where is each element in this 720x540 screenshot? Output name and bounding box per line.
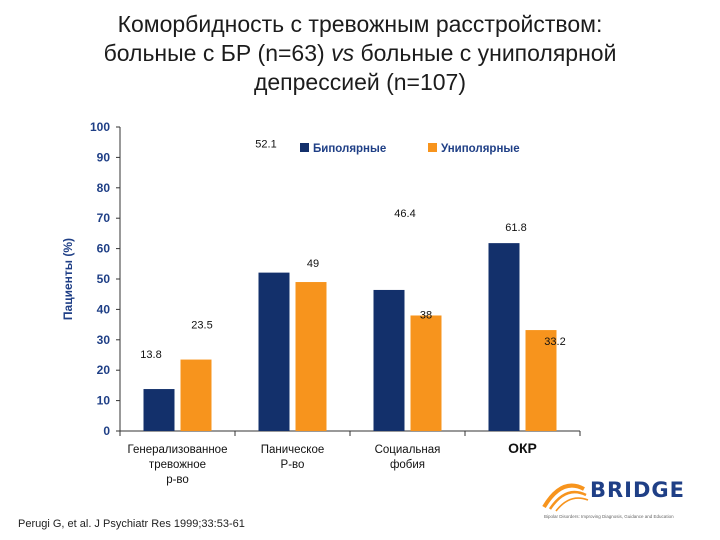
y-tick-label: 10 bbox=[97, 394, 111, 408]
bridge-logo: BRIDGE Bipolar Disorders: Improving Diag… bbox=[540, 475, 712, 533]
x-category-label: р-во bbox=[166, 474, 189, 486]
bridge-arch-icon bbox=[542, 483, 589, 512]
title-line-2-start: больные с БР (n=63) bbox=[103, 40, 332, 66]
y-tick-label: 40 bbox=[97, 302, 111, 316]
y-tick-label: 90 bbox=[97, 150, 111, 164]
bar-bipolar bbox=[373, 289, 405, 431]
x-category-label: Генерализованное bbox=[128, 444, 228, 456]
data-label: 13.8 bbox=[140, 349, 161, 361]
data-label: 61.8 bbox=[505, 222, 526, 234]
y-tick-label: 0 bbox=[103, 424, 110, 438]
data-label: 49 bbox=[307, 258, 319, 270]
data-label: 38 bbox=[420, 309, 432, 321]
y-tick-label: 70 bbox=[97, 211, 111, 225]
logo-name: BRIDGE bbox=[590, 478, 686, 502]
data-label: 23.5 bbox=[191, 320, 212, 332]
bar-unipolar bbox=[410, 315, 442, 431]
x-category-label: тревожное bbox=[149, 459, 206, 471]
y-tick-label: 50 bbox=[97, 272, 111, 286]
y-tick-label: 60 bbox=[97, 242, 111, 256]
y-tick-label: 100 bbox=[90, 120, 110, 134]
bar-unipolar bbox=[525, 330, 557, 431]
x-category-label: ОКР bbox=[508, 440, 537, 456]
y-tick-label: 80 bbox=[97, 181, 111, 195]
title-line-2: больные с БР (n=63) vs больные с униполя… bbox=[0, 39, 720, 68]
y-tick-label: 20 bbox=[97, 363, 111, 377]
legend-label: Биполярные bbox=[313, 143, 386, 155]
data-label: 33.2 bbox=[544, 336, 565, 348]
title-line-3: депрессией (n=107) bbox=[253, 69, 467, 95]
bar-unipolar bbox=[180, 359, 212, 431]
title-line-2-end: больные с униполярной bbox=[354, 40, 617, 66]
title-line-1: Коморбидность с тревожным расстройством: bbox=[117, 11, 603, 37]
slide-title: Коморбидность с тревожным расстройством:… bbox=[0, 10, 720, 97]
bar-bipolar bbox=[488, 243, 520, 431]
x-category-label: Р-во bbox=[281, 459, 305, 471]
bar-unipolar bbox=[295, 282, 327, 431]
data-label: 52.1 bbox=[255, 139, 276, 151]
logo-tagline: Bipolar Disorders: Improving Diagnosis, … bbox=[544, 514, 674, 519]
data-label: 46.4 bbox=[394, 208, 415, 220]
chart-body: 0 10 20 30 40 50 60 70 80 90 100 13.8 52.1 46.4 61.8 23… bbox=[90, 120, 581, 486]
x-category-label: фобия bbox=[390, 459, 425, 471]
y-tick-label: 30 bbox=[97, 333, 111, 347]
title-vs: vs bbox=[331, 40, 355, 66]
legend-label: Униполярные bbox=[441, 143, 520, 155]
bar-bipolar bbox=[258, 272, 290, 431]
x-category-label: Паническое bbox=[261, 444, 325, 456]
legend-swatch bbox=[300, 143, 309, 152]
citation: Perugi G, et al. J Psychiatr Res 1999;33… bbox=[18, 518, 245, 530]
legend-swatch bbox=[428, 143, 437, 152]
y-axis-label: Пациенты (%) bbox=[61, 238, 75, 320]
x-category-label: Социальная bbox=[375, 444, 441, 456]
bar-bipolar bbox=[143, 389, 175, 431]
